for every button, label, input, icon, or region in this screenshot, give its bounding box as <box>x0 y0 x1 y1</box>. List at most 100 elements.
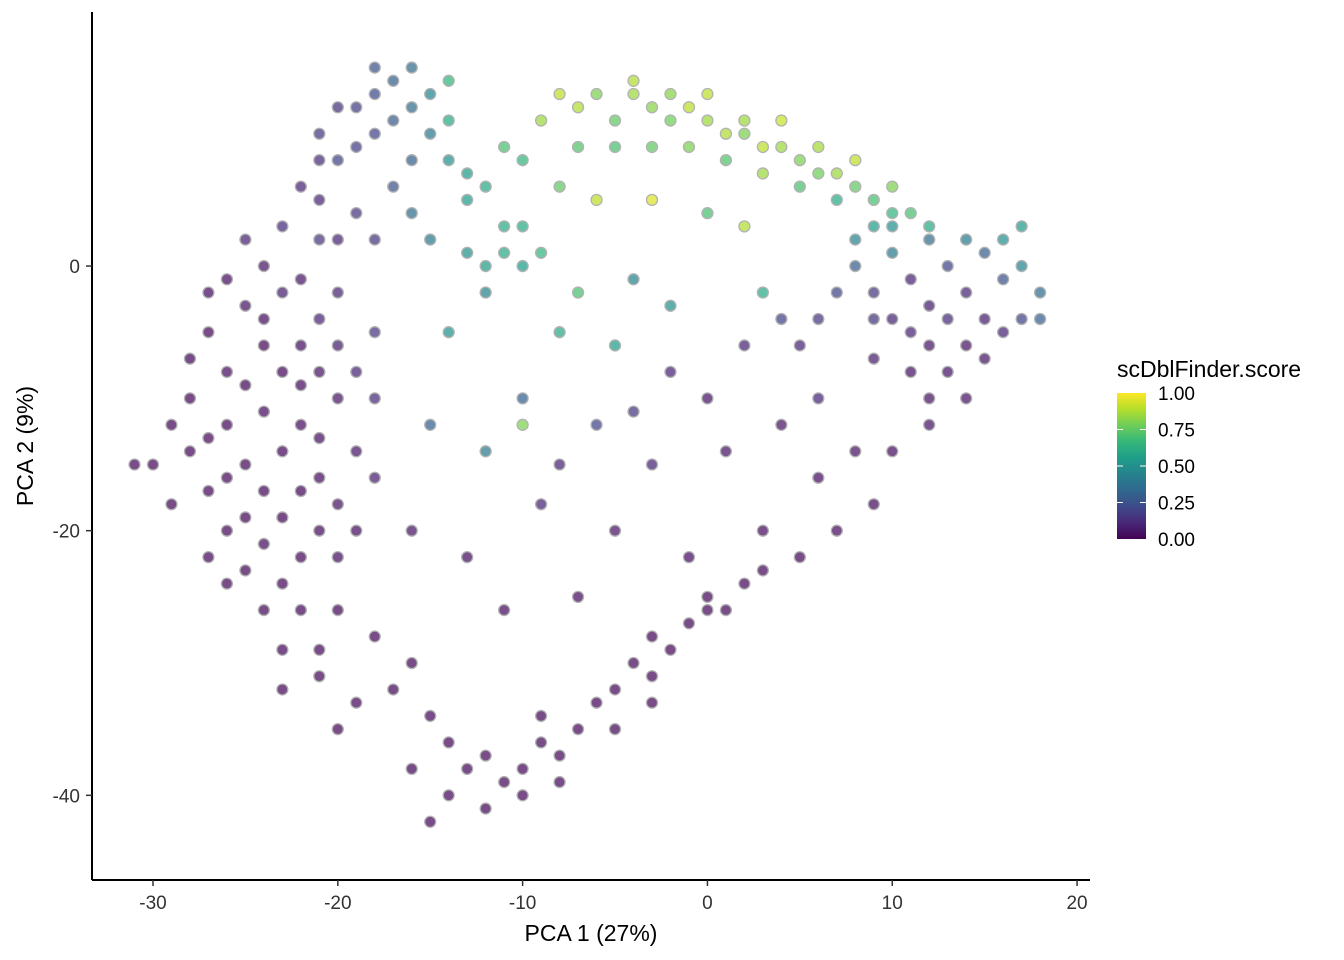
x-ticks: -30 -20 -10 0 10 20 <box>139 880 1088 914</box>
data-point <box>165 418 178 431</box>
data-point <box>516 154 529 167</box>
data-point <box>331 498 344 511</box>
data-point <box>590 696 603 709</box>
data-point <box>682 140 696 154</box>
data-point <box>516 762 529 776</box>
data-point <box>461 550 474 564</box>
data-point <box>960 392 973 405</box>
data-point <box>627 405 640 418</box>
data-point <box>553 87 566 101</box>
data-point <box>294 484 307 498</box>
data-point <box>331 392 344 405</box>
data-point <box>775 418 788 431</box>
data-point <box>497 220 511 233</box>
data-point <box>886 246 899 259</box>
data-point <box>331 286 344 299</box>
data-point <box>442 154 455 167</box>
data-point <box>331 723 344 736</box>
data-point <box>923 233 936 246</box>
x-tick-label: -10 <box>509 893 536 914</box>
data-point <box>960 339 973 352</box>
data-point <box>257 339 271 352</box>
data-point <box>645 630 659 643</box>
legend-tick-label: 0.25 <box>1158 494 1195 515</box>
data-point <box>830 193 843 207</box>
data-point <box>756 167 770 180</box>
data-point <box>202 286 215 299</box>
data-point <box>331 154 344 167</box>
data-point <box>645 696 659 709</box>
data-point <box>294 418 307 431</box>
data-point <box>442 736 455 749</box>
data-point <box>1015 220 1028 233</box>
data-point <box>424 87 437 101</box>
data-point <box>350 365 363 379</box>
data-point <box>627 656 640 670</box>
data-point <box>775 114 788 127</box>
data-point <box>571 140 585 154</box>
data-point <box>387 683 400 696</box>
data-point <box>1033 312 1047 326</box>
data-point <box>294 603 307 617</box>
data-point <box>849 154 862 167</box>
data-point <box>387 180 400 193</box>
data-point <box>941 259 954 273</box>
data-point <box>257 259 271 273</box>
data-point <box>294 339 307 352</box>
data-point <box>479 286 492 299</box>
x-tick-label: 20 <box>1066 893 1087 914</box>
y-ticks: 0 -20 -40 <box>53 257 92 807</box>
data-point <box>553 458 566 471</box>
data-point <box>923 418 936 431</box>
data-point <box>350 140 363 154</box>
data-point <box>608 723 622 736</box>
data-point <box>146 458 160 471</box>
data-point <box>276 445 289 458</box>
data-point <box>331 233 344 246</box>
data-point <box>627 87 640 101</box>
data-point <box>257 603 271 617</box>
data-point <box>220 471 234 484</box>
data-point <box>424 127 437 140</box>
data-point <box>350 445 363 458</box>
data-point <box>368 61 381 74</box>
data-point <box>424 815 437 828</box>
data-point <box>701 206 714 220</box>
data-point <box>331 550 344 564</box>
data-point <box>294 180 307 193</box>
data-point <box>442 326 455 339</box>
data-point <box>738 220 751 233</box>
data-point <box>313 471 326 484</box>
data-point <box>738 339 751 352</box>
data-point <box>276 286 289 299</box>
data-point <box>645 140 659 154</box>
data-point <box>368 233 381 246</box>
data-point <box>775 312 788 326</box>
data-point <box>276 511 289 524</box>
data-point <box>202 550 215 564</box>
x-tick-label: 10 <box>882 893 903 914</box>
data-point <box>793 154 806 167</box>
data-point <box>553 326 566 339</box>
data-point <box>867 286 880 299</box>
data-point <box>923 392 936 405</box>
data-point <box>405 524 418 537</box>
data-point <box>405 762 418 776</box>
data-point <box>1033 286 1047 299</box>
data-point <box>239 378 252 392</box>
data-point <box>719 445 733 458</box>
data-point <box>257 537 271 551</box>
data-point <box>516 789 529 802</box>
data-point <box>313 233 326 246</box>
data-point <box>516 220 529 233</box>
data-point <box>534 246 548 259</box>
data-point <box>202 431 215 445</box>
data-point <box>756 564 770 577</box>
data-point <box>608 524 622 537</box>
data-point <box>313 365 326 379</box>
y-tick-label: -40 <box>53 786 80 807</box>
data-point <box>350 101 363 114</box>
data-point <box>479 259 492 273</box>
data-point <box>923 339 936 352</box>
data-point <box>645 670 659 683</box>
